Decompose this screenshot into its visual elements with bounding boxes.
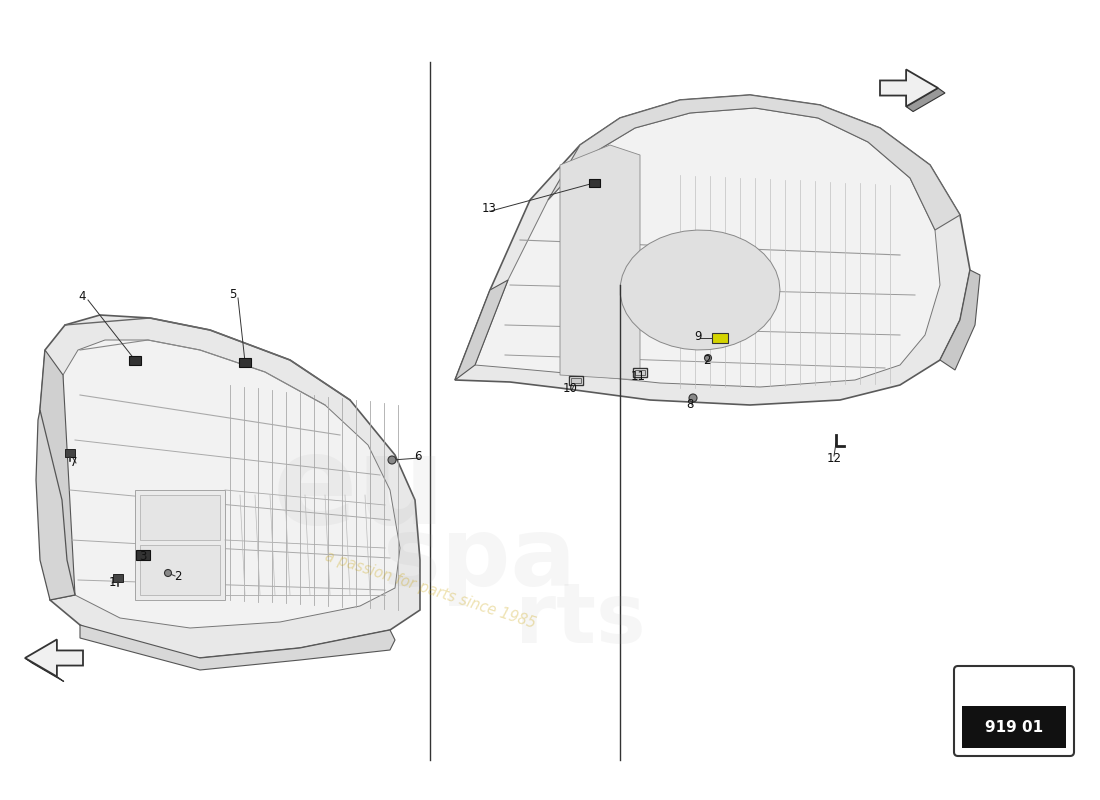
Text: 3: 3 <box>140 550 146 562</box>
Polygon shape <box>880 70 938 106</box>
Polygon shape <box>25 639 82 677</box>
FancyBboxPatch shape <box>632 367 647 377</box>
Bar <box>962 706 1066 748</box>
Polygon shape <box>40 315 420 658</box>
FancyBboxPatch shape <box>569 375 583 385</box>
FancyBboxPatch shape <box>954 666 1074 756</box>
FancyBboxPatch shape <box>129 355 141 365</box>
Text: 13: 13 <box>482 202 496 215</box>
Polygon shape <box>135 490 226 600</box>
Text: 10: 10 <box>562 382 578 394</box>
Text: 919 01: 919 01 <box>984 719 1043 734</box>
Polygon shape <box>475 108 940 387</box>
Polygon shape <box>65 449 75 457</box>
Text: 2: 2 <box>174 570 182 582</box>
Text: 5: 5 <box>229 287 236 301</box>
Circle shape <box>388 456 396 464</box>
Text: 12: 12 <box>826 451 842 465</box>
Polygon shape <box>40 350 75 600</box>
Polygon shape <box>620 230 780 350</box>
Polygon shape <box>455 95 970 405</box>
Text: 1: 1 <box>108 577 115 590</box>
Polygon shape <box>140 495 220 540</box>
Text: 8: 8 <box>686 398 694 411</box>
Text: eu: eu <box>273 430 447 550</box>
Circle shape <box>689 394 697 402</box>
Text: a passion for parts since 1985: a passion for parts since 1985 <box>322 549 537 631</box>
Polygon shape <box>25 658 64 682</box>
Polygon shape <box>560 145 640 380</box>
Text: 2: 2 <box>703 354 711 366</box>
Polygon shape <box>140 545 220 595</box>
Polygon shape <box>60 340 400 628</box>
Text: 6: 6 <box>415 450 421 462</box>
FancyBboxPatch shape <box>239 358 251 366</box>
Circle shape <box>704 354 712 362</box>
Polygon shape <box>36 410 75 600</box>
Polygon shape <box>548 95 960 230</box>
Text: rts: rts <box>515 579 646 661</box>
Text: spa: spa <box>384 514 576 606</box>
Polygon shape <box>455 280 508 380</box>
Text: 11: 11 <box>630 370 646 382</box>
Circle shape <box>165 570 172 577</box>
FancyBboxPatch shape <box>571 378 581 382</box>
FancyBboxPatch shape <box>588 179 600 187</box>
Polygon shape <box>113 574 123 582</box>
Polygon shape <box>940 270 980 370</box>
Polygon shape <box>906 88 945 111</box>
FancyBboxPatch shape <box>136 550 150 560</box>
Text: 7: 7 <box>70 457 78 470</box>
FancyBboxPatch shape <box>635 370 645 374</box>
Text: 9: 9 <box>694 330 702 342</box>
Text: 4: 4 <box>78 290 86 302</box>
Polygon shape <box>80 625 395 670</box>
FancyBboxPatch shape <box>712 333 728 343</box>
